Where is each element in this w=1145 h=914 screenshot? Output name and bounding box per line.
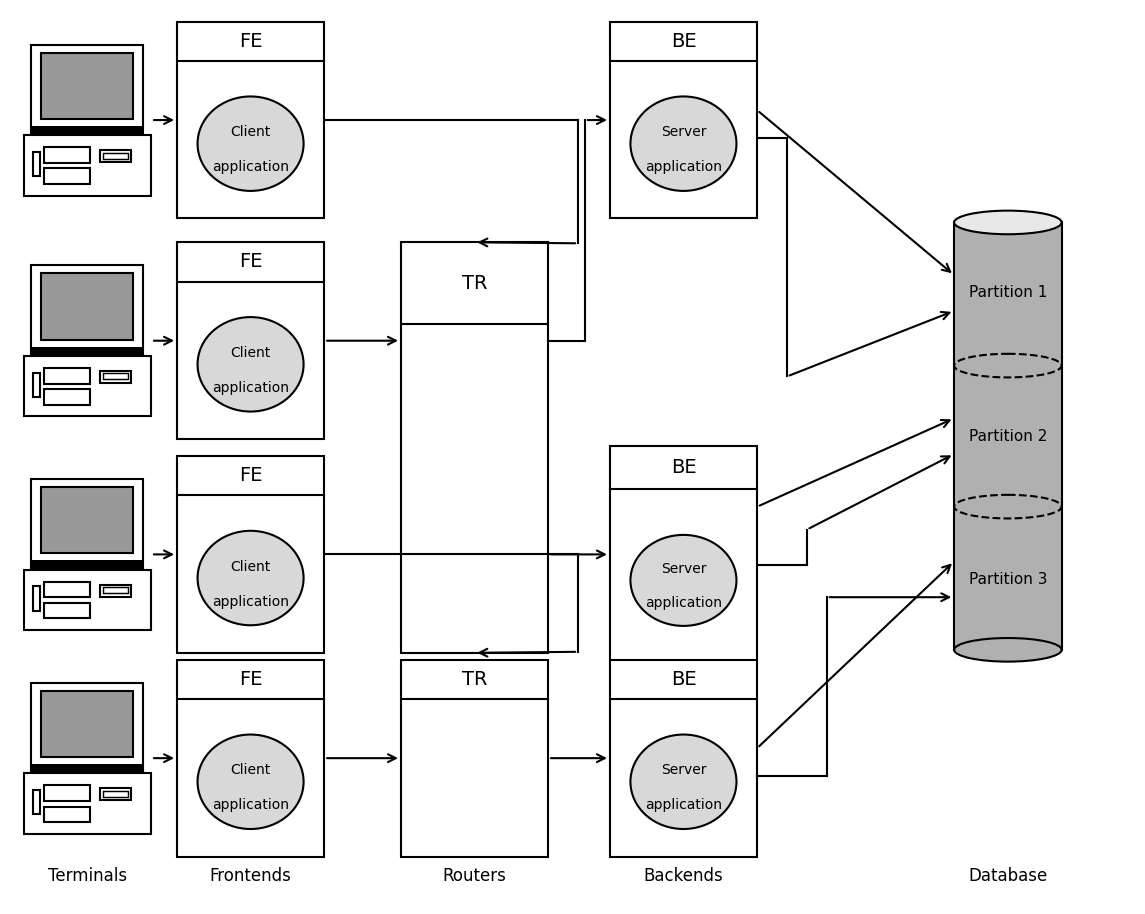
Text: application: application <box>645 799 722 813</box>
Ellipse shape <box>954 210 1061 234</box>
Bar <box>177 242 324 439</box>
Bar <box>44 147 90 163</box>
Ellipse shape <box>631 535 736 626</box>
Bar <box>31 560 143 569</box>
Text: application: application <box>645 596 722 611</box>
Bar <box>44 168 90 184</box>
Ellipse shape <box>631 735 736 829</box>
Text: application: application <box>212 595 289 609</box>
Bar <box>31 45 143 135</box>
Text: application: application <box>212 160 289 175</box>
Bar <box>44 368 90 384</box>
Bar <box>41 487 133 553</box>
Text: Client: Client <box>230 125 270 139</box>
Bar <box>32 373 40 397</box>
Bar <box>32 587 40 611</box>
Text: Partition 3: Partition 3 <box>969 572 1048 587</box>
Text: Partition 2: Partition 2 <box>969 429 1047 443</box>
Bar <box>100 585 131 597</box>
Ellipse shape <box>198 97 303 191</box>
Bar <box>44 581 90 598</box>
Text: FE: FE <box>239 32 262 51</box>
Bar <box>31 764 143 773</box>
Text: TR: TR <box>461 670 488 689</box>
Bar <box>610 660 757 856</box>
Bar <box>610 22 757 218</box>
Text: application: application <box>645 160 722 175</box>
Bar <box>610 446 757 663</box>
Bar <box>100 789 131 801</box>
Text: Server: Server <box>661 763 706 778</box>
Text: Server: Server <box>661 125 706 139</box>
Bar <box>103 153 127 159</box>
Bar <box>32 152 40 176</box>
Bar <box>44 785 90 801</box>
Bar <box>103 587 127 593</box>
Bar <box>31 126 143 135</box>
Bar <box>44 389 90 405</box>
Ellipse shape <box>198 531 303 625</box>
Ellipse shape <box>954 638 1061 662</box>
Text: Client: Client <box>230 346 270 360</box>
Text: Partition 1: Partition 1 <box>969 285 1047 301</box>
Bar <box>31 346 143 356</box>
Bar <box>24 569 151 630</box>
Bar <box>44 806 90 823</box>
Text: Backends: Backends <box>643 867 724 886</box>
Ellipse shape <box>954 494 1061 518</box>
Bar <box>103 791 127 797</box>
Bar <box>177 660 324 856</box>
Text: Terminals: Terminals <box>48 867 127 886</box>
Text: Client: Client <box>230 559 270 574</box>
Bar <box>103 373 127 379</box>
Text: TR: TR <box>461 274 488 292</box>
Text: Server: Server <box>661 562 706 577</box>
Bar <box>24 135 151 196</box>
Text: application: application <box>212 381 289 395</box>
Text: Routers: Routers <box>442 867 506 886</box>
Text: Frontends: Frontends <box>210 867 292 886</box>
Bar <box>401 660 548 856</box>
Bar <box>32 791 40 814</box>
Bar <box>44 602 90 619</box>
Bar <box>31 479 143 569</box>
Bar <box>41 691 133 757</box>
Text: BE: BE <box>671 32 696 51</box>
Bar <box>31 265 143 356</box>
Bar <box>100 150 131 163</box>
Bar <box>100 371 131 383</box>
Bar <box>24 773 151 834</box>
Text: FE: FE <box>239 466 262 485</box>
Bar <box>401 242 548 653</box>
Text: FE: FE <box>239 670 262 689</box>
Text: FE: FE <box>239 252 262 271</box>
Text: BE: BE <box>671 458 696 477</box>
Ellipse shape <box>631 97 736 191</box>
Bar <box>41 273 133 339</box>
Text: application: application <box>212 799 289 813</box>
Bar <box>177 456 324 653</box>
Ellipse shape <box>954 354 1061 377</box>
Text: Database: Database <box>969 867 1048 886</box>
Text: BE: BE <box>671 670 696 689</box>
Ellipse shape <box>198 735 303 829</box>
Text: Client: Client <box>230 763 270 778</box>
Bar <box>954 222 1061 650</box>
Bar <box>177 22 324 218</box>
Bar <box>41 53 133 119</box>
Bar <box>31 683 143 773</box>
Bar <box>24 356 151 416</box>
Ellipse shape <box>198 317 303 411</box>
